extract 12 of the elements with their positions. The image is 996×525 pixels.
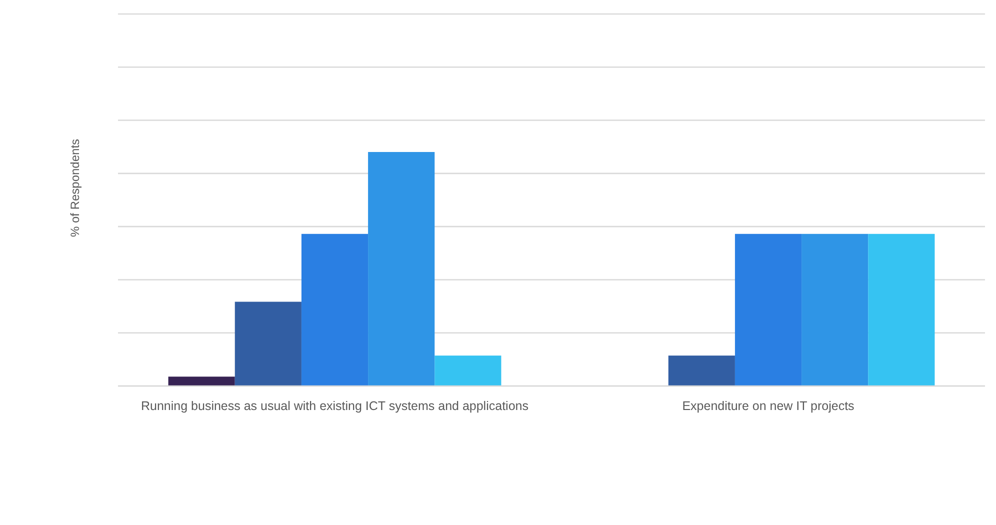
bar — [868, 234, 935, 386]
bar — [368, 152, 435, 386]
y-axis-title: % of Respondents — [68, 138, 82, 238]
bar — [434, 356, 502, 386]
x-tick-label: Running business as usual with existing ICT systems and applications — [141, 399, 528, 413]
bar — [802, 234, 868, 386]
bar — [734, 234, 802, 386]
bar — [234, 302, 302, 386]
x-tick-label: Expenditure on new IT projects — [682, 399, 854, 413]
bar — [168, 376, 235, 386]
bar — [668, 356, 735, 386]
bar — [301, 234, 368, 386]
